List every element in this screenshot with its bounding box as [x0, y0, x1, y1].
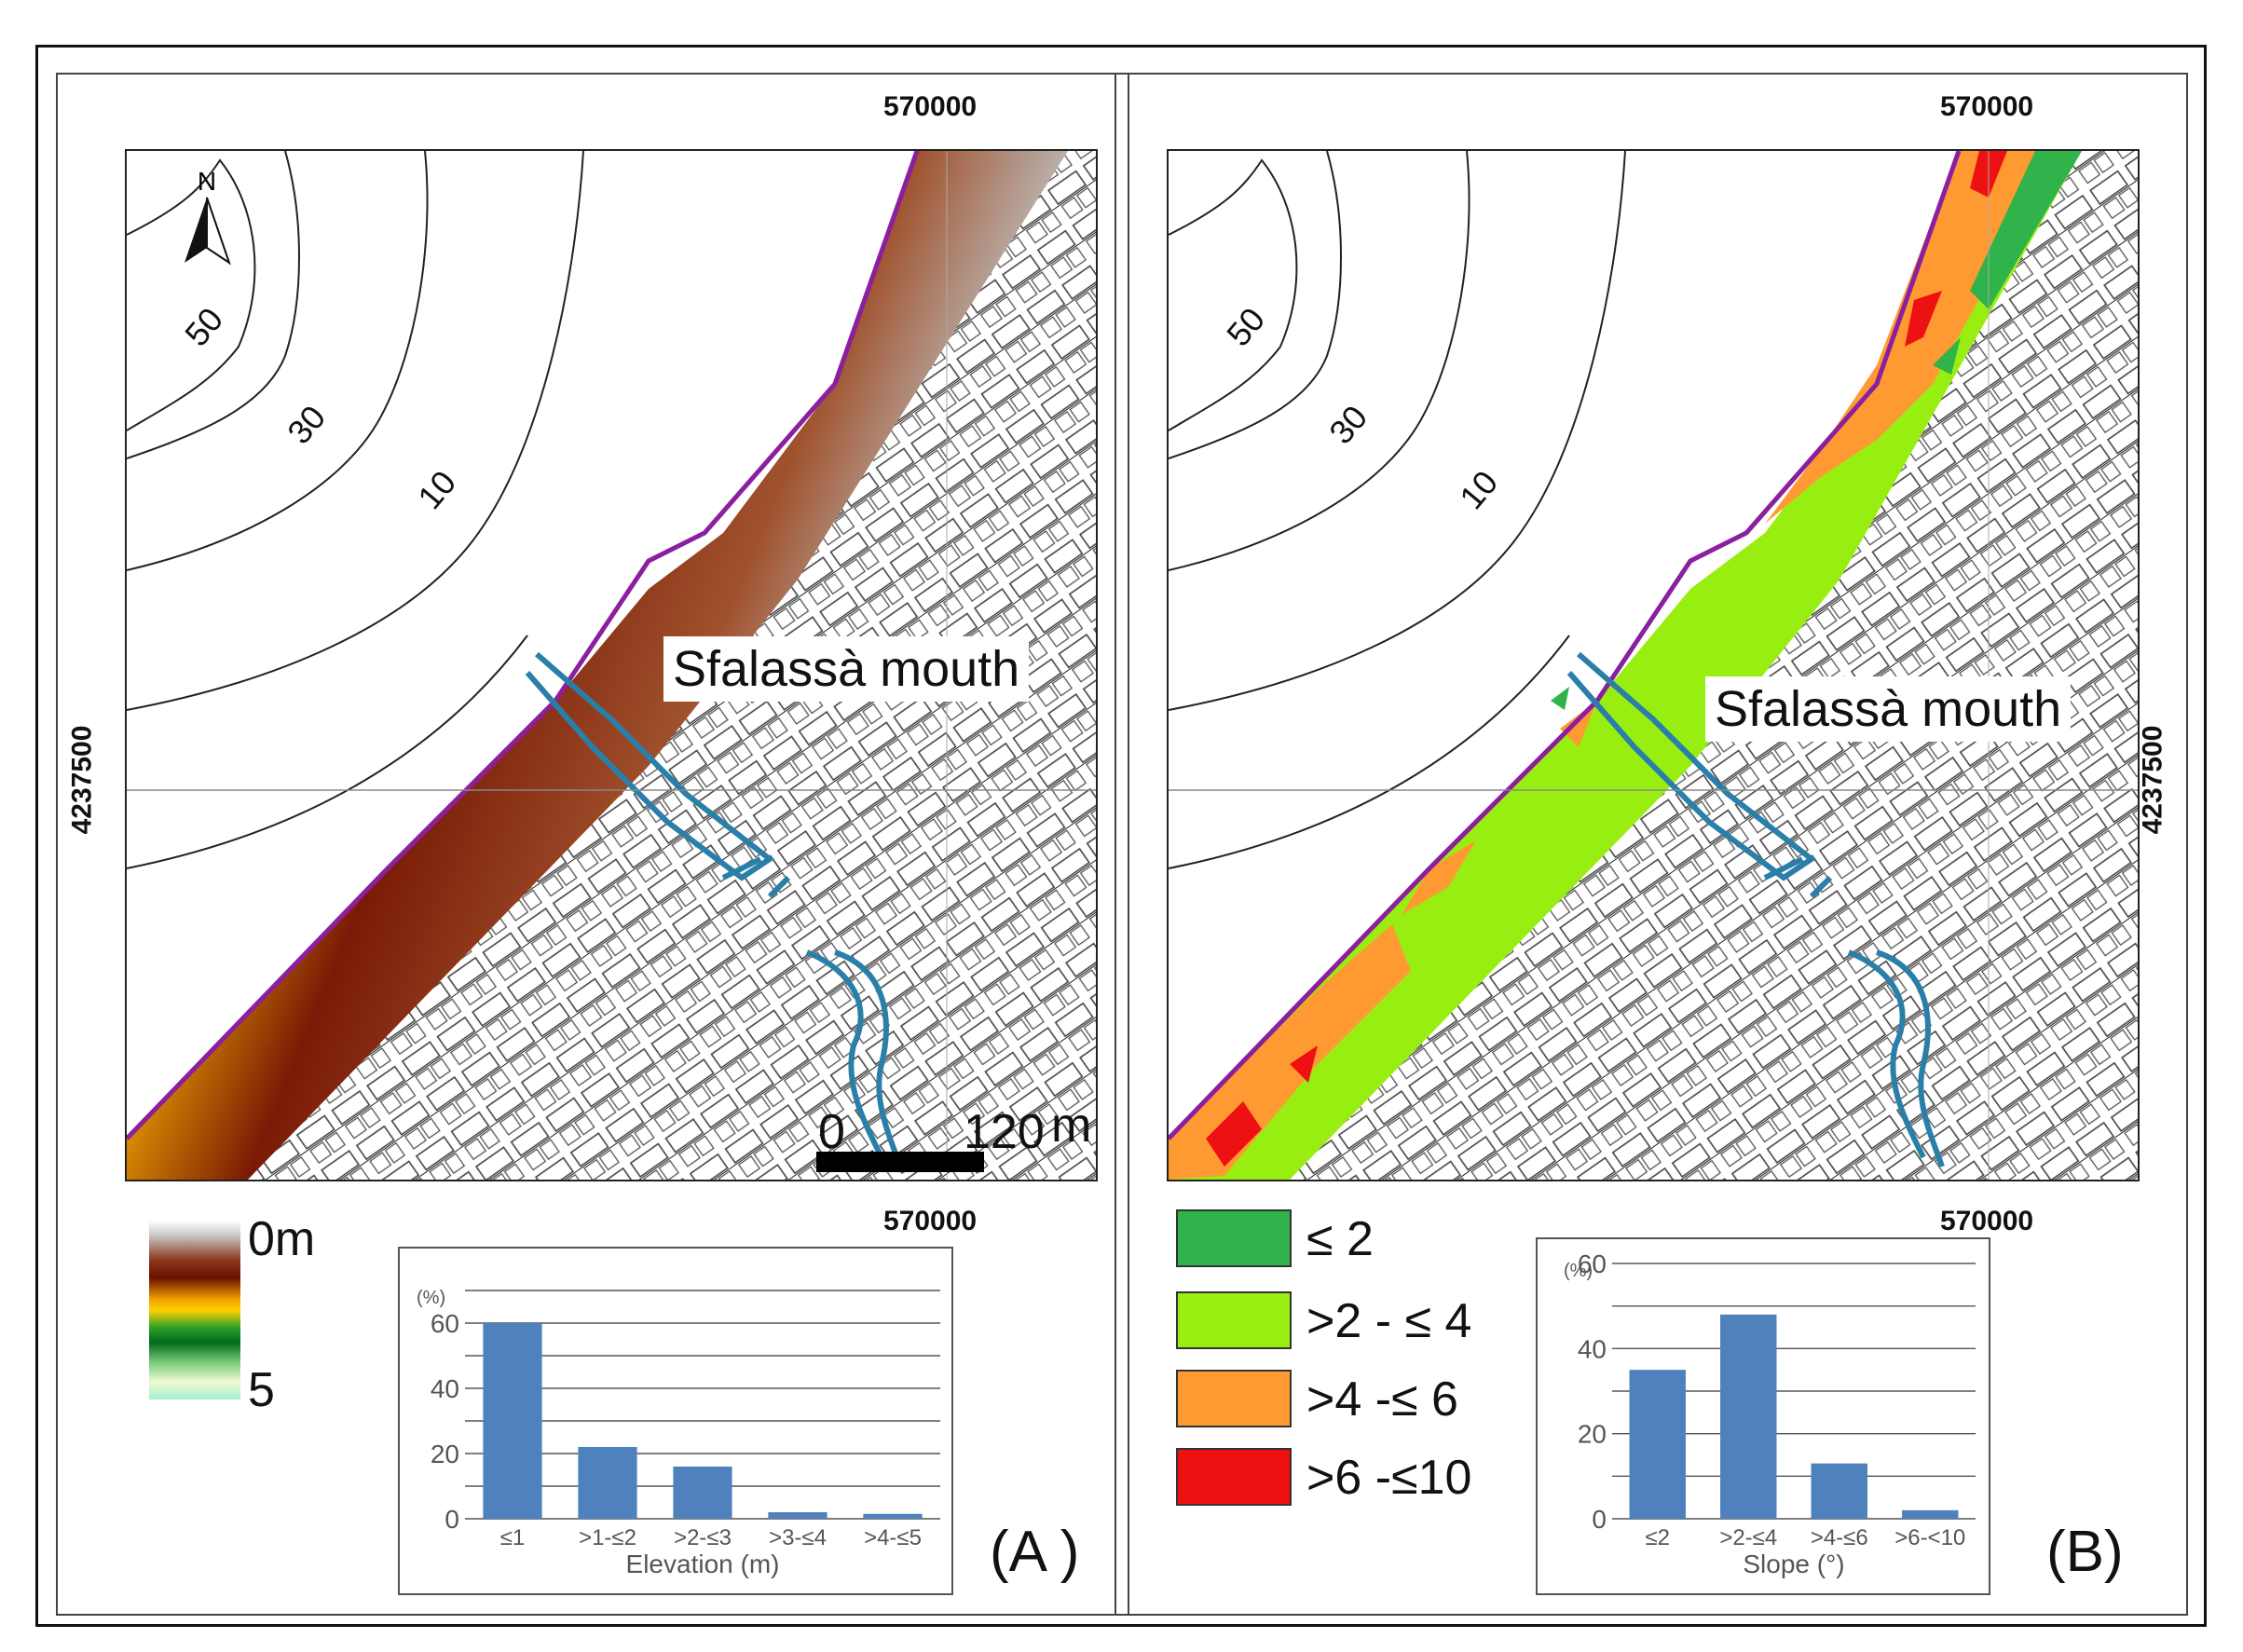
- elevation-histogram-plot: 0 20 40 60(%) ≤1 >1-≤2 >2-≤3 >3-≤4 >4-≤5 Elevatio…: [417, 1288, 940, 1578]
- y-tick-label: 40: [1578, 1334, 1607, 1363]
- x-axis-label: Slope (°): [1743, 1550, 1844, 1578]
- figure-frame: [35, 45, 2207, 1627]
- x-tick-label: >4-≤5: [864, 1525, 922, 1550]
- panel-a-map-canvas: [127, 151, 1096, 1180]
- slope-histogram: 0 20 40 60 (%) ≤2 >2-≤4 >4-≤6 >6-<10 Slope (°): [1536, 1237, 1990, 1595]
- panel-a-label: (A ): [990, 1520, 1080, 1584]
- y-axis-label: (%): [417, 1288, 445, 1308]
- coastline: [1169, 151, 1962, 1140]
- x-axis-label: Elevation (m): [626, 1550, 780, 1578]
- x-tick-label: >3-≤4: [769, 1525, 827, 1550]
- bar: [483, 1323, 542, 1519]
- panel-b: [1115, 73, 2188, 1616]
- y-axis-label: (%): [1564, 1261, 1593, 1281]
- north-label: N: [198, 167, 216, 196]
- legend-label: >6 -≤10: [1306, 1451, 1472, 1505]
- y-tick-label: 0: [444, 1505, 459, 1534]
- legend-label: >4 -≤ 6: [1306, 1372, 1458, 1427]
- north-arrow-icon: N: [185, 167, 231, 266]
- y-tick-label: 60: [1578, 1249, 1607, 1278]
- panel-a: [56, 73, 1129, 1616]
- scale-end: 120: [964, 1105, 1045, 1159]
- y-tick-label: 20: [431, 1440, 459, 1468]
- x-tick-label: >4-≤6: [1811, 1525, 1868, 1550]
- x-tick-label: ≤1: [500, 1525, 526, 1550]
- panel-b-label: (B): [2046, 1520, 2124, 1584]
- x-tick-label: ≤2: [1645, 1525, 1670, 1550]
- contour-lines: [1169, 151, 1626, 869]
- panel-a-northing-left: 4237500: [66, 725, 98, 835]
- bar: [1720, 1314, 1777, 1519]
- bar: [768, 1512, 827, 1519]
- elevation-strip: [127, 151, 1068, 1180]
- legend-swatch: [1176, 1209, 1292, 1267]
- colorbar-top-label: 0m: [248, 1212, 316, 1266]
- bar: [578, 1447, 637, 1519]
- panel-b-easting-top: 570000: [1940, 91, 2034, 122]
- contour-lines: [127, 151, 584, 869]
- elevation-colorbar: [149, 1221, 240, 1399]
- y-tick-label: 0: [1592, 1505, 1607, 1534]
- panel-b-northing-right: 4237500: [2137, 725, 2168, 835]
- slope-class-2-4: [1169, 151, 2082, 1180]
- x-tick-label: >2-≤3: [674, 1525, 732, 1550]
- panel-b-easting-bottom: 570000: [1940, 1206, 2034, 1236]
- x-tick-label: >2-≤4: [1719, 1525, 1777, 1550]
- panel-a-easting-top: 570000: [883, 91, 978, 122]
- scale-start: 0: [818, 1105, 845, 1159]
- y-tick-label: 40: [431, 1374, 459, 1403]
- bar: [1811, 1463, 1867, 1519]
- panel-b-map: [1167, 149, 2140, 1181]
- legend-swatch: [1176, 1448, 1292, 1506]
- legend-swatch: [1176, 1291, 1292, 1349]
- bar: [863, 1513, 923, 1519]
- slope-histogram-plot: 0 20 40 60(%) ≤2 >2-≤4 >4-≤6 >6-<10 Slope (°): [1564, 1249, 1976, 1578]
- legend-label: >2 - ≤ 4: [1306, 1294, 1472, 1348]
- x-tick-label: >6-<10: [1894, 1525, 1965, 1550]
- bar: [1629, 1370, 1686, 1519]
- slope-class-le2: [1551, 151, 2082, 710]
- panel-a-easting-bottom: 570000: [883, 1206, 978, 1236]
- legend-label: ≤ 2: [1306, 1212, 1374, 1266]
- y-tick-label: 20: [1578, 1420, 1607, 1449]
- legend-swatch: [1176, 1370, 1292, 1427]
- colorbar-bottom-label: 5: [248, 1363, 275, 1417]
- panel-b-mouth-label: Sfalassà mouth: [1705, 676, 2072, 742]
- panel-a-mouth-label: Sfalassà mouth: [663, 636, 1030, 702]
- coastline: [127, 151, 920, 1140]
- river-channel: [525, 651, 903, 1167]
- scale-bar: [816, 1152, 984, 1172]
- panel-b-map-canvas: [1169, 151, 2138, 1180]
- x-tick-label: >1-≤2: [579, 1525, 636, 1550]
- scale-unit: m: [1051, 1099, 1092, 1153]
- bar: [1902, 1509, 1959, 1519]
- elevation-histogram: 0 20 40 60 (%) ≤1 >1-≤2 >2-≤3 >3-≤4 >4-≤5 Elevatio…: [398, 1247, 953, 1595]
- river-channel: [1566, 651, 1945, 1167]
- bar: [673, 1467, 732, 1519]
- y-tick-label: 60: [431, 1309, 459, 1338]
